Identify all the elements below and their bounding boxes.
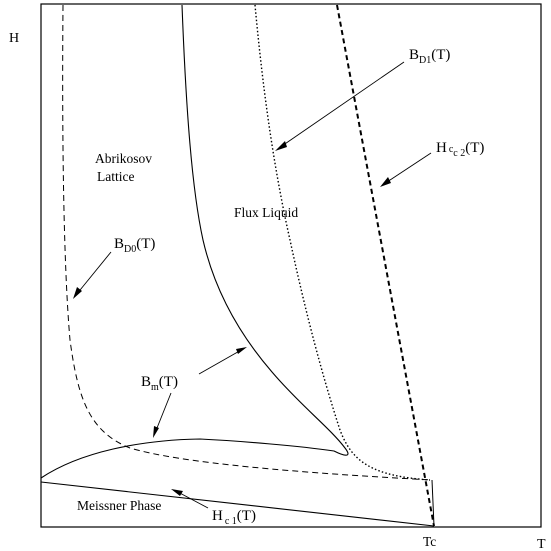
bd0-label-arg: (T) bbox=[136, 236, 155, 252]
hc2-label-sub: c 2 bbox=[453, 148, 465, 159]
x-axis-label: T bbox=[537, 537, 546, 551]
bd1-arrow-line bbox=[278, 61, 405, 149]
meissner-phase-label: Meissner Phase bbox=[77, 498, 161, 513]
bm-label-arg: (T) bbox=[159, 374, 178, 390]
hc1-arrow-line bbox=[175, 490, 209, 509]
hc1-label-arg: (T) bbox=[237, 508, 256, 524]
plot-frame bbox=[40, 3, 542, 528]
bd0-label-sub: D0 bbox=[124, 244, 136, 255]
svg-text:Bm(T): Bm(T) bbox=[141, 374, 178, 393]
hc1-label-sub: c 1 bbox=[225, 516, 237, 527]
svg-text:BD0(T): BD0(T) bbox=[114, 236, 155, 255]
tc-marker-line bbox=[431, 479, 435, 527]
svg-text:Hcc 2(T): Hcc 2(T) bbox=[436, 140, 484, 159]
bd0-arrow-line bbox=[75, 251, 112, 296]
bd1-curve bbox=[254, 4, 431, 481]
bm-curve bbox=[40, 4, 349, 479]
abrikosov-label-line2: Lattice bbox=[97, 169, 134, 184]
bm-label-main: B bbox=[141, 374, 151, 390]
hc2-label-arg: (T) bbox=[465, 140, 484, 156]
bd1-label-main: B bbox=[409, 47, 419, 63]
y-axis-label: H bbox=[9, 31, 19, 46]
hc2-arrow-line bbox=[383, 152, 432, 185]
bd0-arrowhead bbox=[73, 287, 82, 299]
bd1-label-arg: (T) bbox=[431, 47, 450, 63]
bm-label-sub: m bbox=[151, 382, 159, 393]
hc2-label-pre: c bbox=[449, 144, 454, 155]
tc-tick-label: Tc bbox=[423, 534, 436, 549]
abrikosov-label-line1: Abrikosov bbox=[95, 151, 152, 166]
hc1-arrowhead bbox=[171, 489, 183, 496]
bd1-arrowhead bbox=[275, 141, 287, 151]
bm-arrow-line-lower bbox=[154, 392, 172, 434]
hc2-arrowhead bbox=[380, 177, 391, 187]
bm-arrow-line-upper bbox=[198, 348, 244, 375]
bd0-curve bbox=[62, 4, 433, 481]
bd0-annotation: BD0(T) bbox=[73, 236, 155, 299]
bm-arrowhead-lower bbox=[153, 426, 159, 438]
bm-arrowhead-upper bbox=[236, 347, 247, 354]
svg-text:Hc 1(T): Hc 1(T) bbox=[212, 508, 256, 527]
bd1-label-sub: D1 bbox=[419, 55, 431, 66]
bd0-label-main: B bbox=[114, 236, 124, 252]
hc2-line bbox=[336, 4, 435, 527]
hc1-line bbox=[40, 481, 435, 527]
bm-annotation: Bm(T) bbox=[141, 347, 247, 438]
hc1-label-main: H bbox=[212, 508, 223, 524]
hc2-label-main: H bbox=[436, 140, 447, 156]
bd1-annotation: BD1(T) bbox=[275, 47, 450, 151]
svg-text:BD1(T): BD1(T) bbox=[409, 47, 450, 66]
flux-liquid-label: Flux Liquid bbox=[234, 205, 298, 220]
